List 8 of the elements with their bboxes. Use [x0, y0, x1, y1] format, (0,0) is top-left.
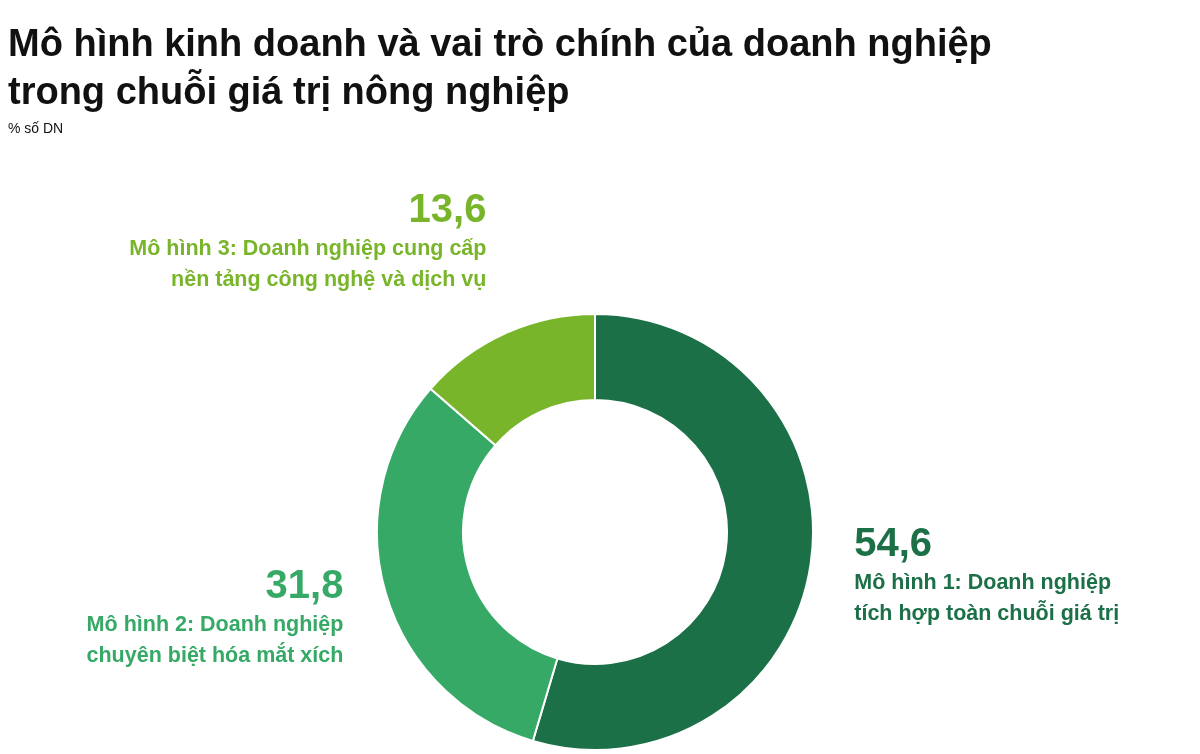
slice-label: Mô hình 1: Doanh nghiệp tích hợp toàn chuỗi giá trị [854, 569, 1120, 625]
chart-subtitle: % số DN [8, 120, 64, 136]
data-label: 31,8 [265, 562, 344, 607]
slice-label: Mô hình 3: Doanh nghiệp cung cấp nền tảng công nghệ và dịch vụ [129, 236, 487, 292]
data-label: 54,6 [854, 519, 933, 564]
slice-label: Mô hình 2: Doanh nghiệp chuyên biệt hóa mắt xích [86, 612, 344, 668]
chart-title: Mô hình kinh doanh và vai trò chính của doanh nghiệp trong chuỗi giá trị nông nghiệp [8, 22, 992, 112]
data-label: 13,6 [408, 186, 487, 231]
